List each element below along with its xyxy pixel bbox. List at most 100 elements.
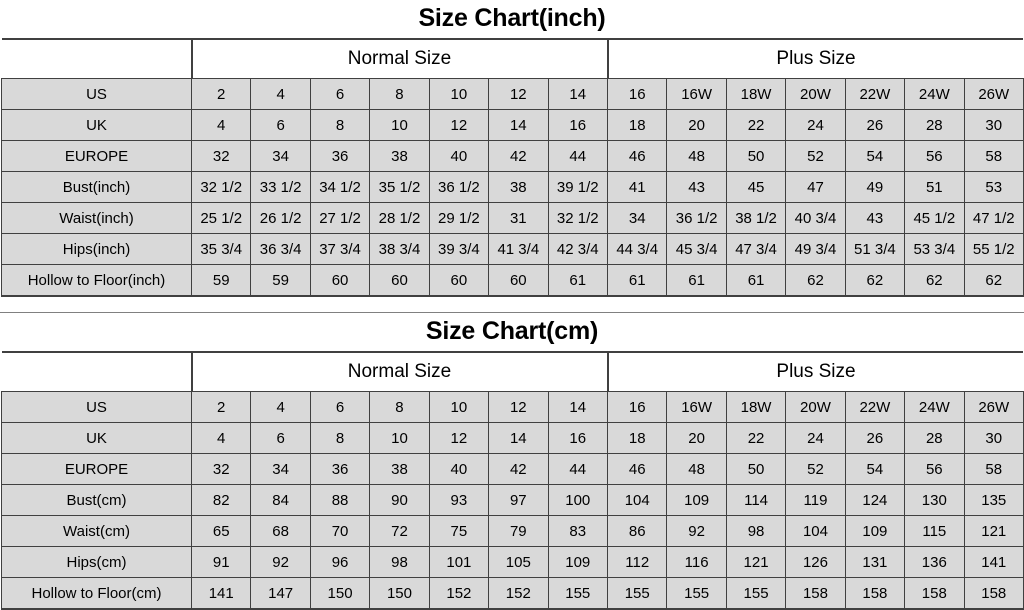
table-cell: 40 — [428, 453, 490, 485]
table-cell: 61 — [547, 264, 609, 297]
table-cell: 14 — [547, 391, 609, 423]
table-row: EUROPE 32 34 36 38 40 42 44 46 48 50 52 54 56 58 — [1, 453, 1024, 485]
table-cell: 59 — [250, 264, 311, 297]
table-cell: 6 — [309, 78, 371, 110]
table-cell: 16 — [547, 422, 609, 454]
row-label-hollow-to-floor-cm: Hollow to Floor(cm) — [1, 577, 192, 610]
table-cell: 10 — [369, 109, 430, 141]
table-cell: 4 — [250, 391, 311, 423]
size-table-inch: Normal Size Plus Size US 2 4 6 8 10 12 14 16 16W 18W… — [1, 38, 1024, 297]
table-cell: 30 — [963, 422, 1024, 454]
table-cell: 155 — [547, 577, 609, 610]
table-cell: 4 — [190, 109, 252, 141]
table-cell: 24W — [904, 78, 965, 110]
table-cell: 25 1/2 — [190, 202, 252, 234]
table-cell: 65 — [190, 515, 252, 547]
table-cell: 56 — [904, 140, 965, 172]
table-cell: 60 — [309, 264, 371, 297]
table-cell: 43 — [666, 171, 727, 203]
row-label-bust-cm: Bust(cm) — [1, 484, 192, 516]
table-cell: 6 — [309, 391, 371, 423]
table-cell: 30 — [963, 109, 1024, 141]
table-cell: 51 3/4 — [844, 233, 906, 265]
table-cell: 104 — [785, 515, 846, 547]
table-cell: 53 3/4 — [904, 233, 965, 265]
table-cell: 16 — [606, 391, 668, 423]
table-cell: 35 3/4 — [190, 233, 252, 265]
table-cell: 130 — [904, 484, 965, 516]
table-cell: 36 1/2 — [428, 171, 490, 203]
table-cell: 18W — [725, 391, 787, 423]
table-cell: 44 — [547, 140, 609, 172]
table-cell: 12 — [428, 109, 490, 141]
table-cell: 36 — [309, 453, 371, 485]
group-header-normal-size: Normal Size — [190, 39, 608, 79]
table-cell: 45 1/2 — [904, 202, 965, 234]
table-cell: 12 — [428, 422, 490, 454]
table-cell: 38 — [488, 171, 549, 203]
row-label-us: US — [1, 391, 192, 423]
table-cell: 28 — [904, 109, 965, 141]
table-cell: 97 — [488, 484, 549, 516]
table-cell: 24W — [904, 391, 965, 423]
table-cell: 50 — [725, 140, 787, 172]
table-cell: 52 — [785, 453, 846, 485]
table-cell: 90 — [369, 484, 430, 516]
corner-blank-cell — [1, 39, 193, 79]
table-cell: 34 — [606, 202, 668, 234]
table-cell: 2 — [190, 391, 252, 423]
table-cell: 46 — [606, 140, 668, 172]
table-cell: 126 — [785, 546, 846, 578]
table-cell: 54 — [844, 453, 906, 485]
row-label-waist-cm: Waist(cm) — [1, 515, 192, 547]
table-cell: 26W — [963, 78, 1024, 110]
table-cell: 84 — [250, 484, 311, 516]
table-cell: 10 — [369, 422, 430, 454]
table-cell: 45 — [725, 171, 787, 203]
table-cell: 121 — [725, 546, 787, 578]
table-cell: 105 — [488, 546, 549, 578]
table-cell: 38 — [369, 140, 430, 172]
table-cell: 109 — [547, 546, 609, 578]
table-cell: 18W — [725, 78, 787, 110]
table-cell: 8 — [309, 422, 371, 454]
table-cell: 158 — [963, 577, 1024, 610]
table-cell: 96 — [309, 546, 371, 578]
table-cell: 38 3/4 — [369, 233, 430, 265]
table-cell: 50 — [725, 453, 787, 485]
table-cell: 22W — [844, 391, 906, 423]
table-cell: 62 — [844, 264, 906, 297]
table-cell: 38 1/2 — [725, 202, 787, 234]
table-cell: 26W — [963, 391, 1024, 423]
row-label-hollow-to-floor-inch: Hollow to Floor(inch) — [1, 264, 192, 297]
table-cell: 147 — [250, 577, 311, 610]
row-label-hips-cm: Hips(cm) — [1, 546, 192, 578]
size-chart-inch-block: Size Chart(inch) Normal Size Plus Size US 2… — [0, 0, 1024, 297]
table-cell: 60 — [488, 264, 549, 297]
table-cell: 36 — [309, 140, 371, 172]
table-cell: 20 — [666, 422, 727, 454]
table-cell: 53 — [963, 171, 1024, 203]
table-cell: 16W — [666, 78, 727, 110]
table-cell: 104 — [606, 484, 668, 516]
table-cell: 152 — [488, 577, 549, 610]
table-cell: 49 — [844, 171, 906, 203]
table-cell: 31 — [488, 202, 549, 234]
table-cell: 32 — [190, 140, 252, 172]
table-cell: 100 — [547, 484, 609, 516]
table-cell: 155 — [725, 577, 787, 610]
table-cell: 28 1/2 — [369, 202, 430, 234]
table-cell: 36 3/4 — [250, 233, 311, 265]
table-cell: 72 — [369, 515, 430, 547]
table-cell: 158 — [844, 577, 906, 610]
table-cell: 39 3/4 — [428, 233, 490, 265]
table-cell: 42 3/4 — [547, 233, 609, 265]
table-cell: 14 — [547, 78, 609, 110]
table-cell: 36 1/2 — [666, 202, 727, 234]
table-cell: 152 — [428, 577, 490, 610]
table-cell: 68 — [250, 515, 311, 547]
table-cell: 2 — [190, 78, 252, 110]
table-cell: 61 — [666, 264, 727, 297]
table-cell: 42 — [488, 140, 549, 172]
table-cell: 42 — [488, 453, 549, 485]
